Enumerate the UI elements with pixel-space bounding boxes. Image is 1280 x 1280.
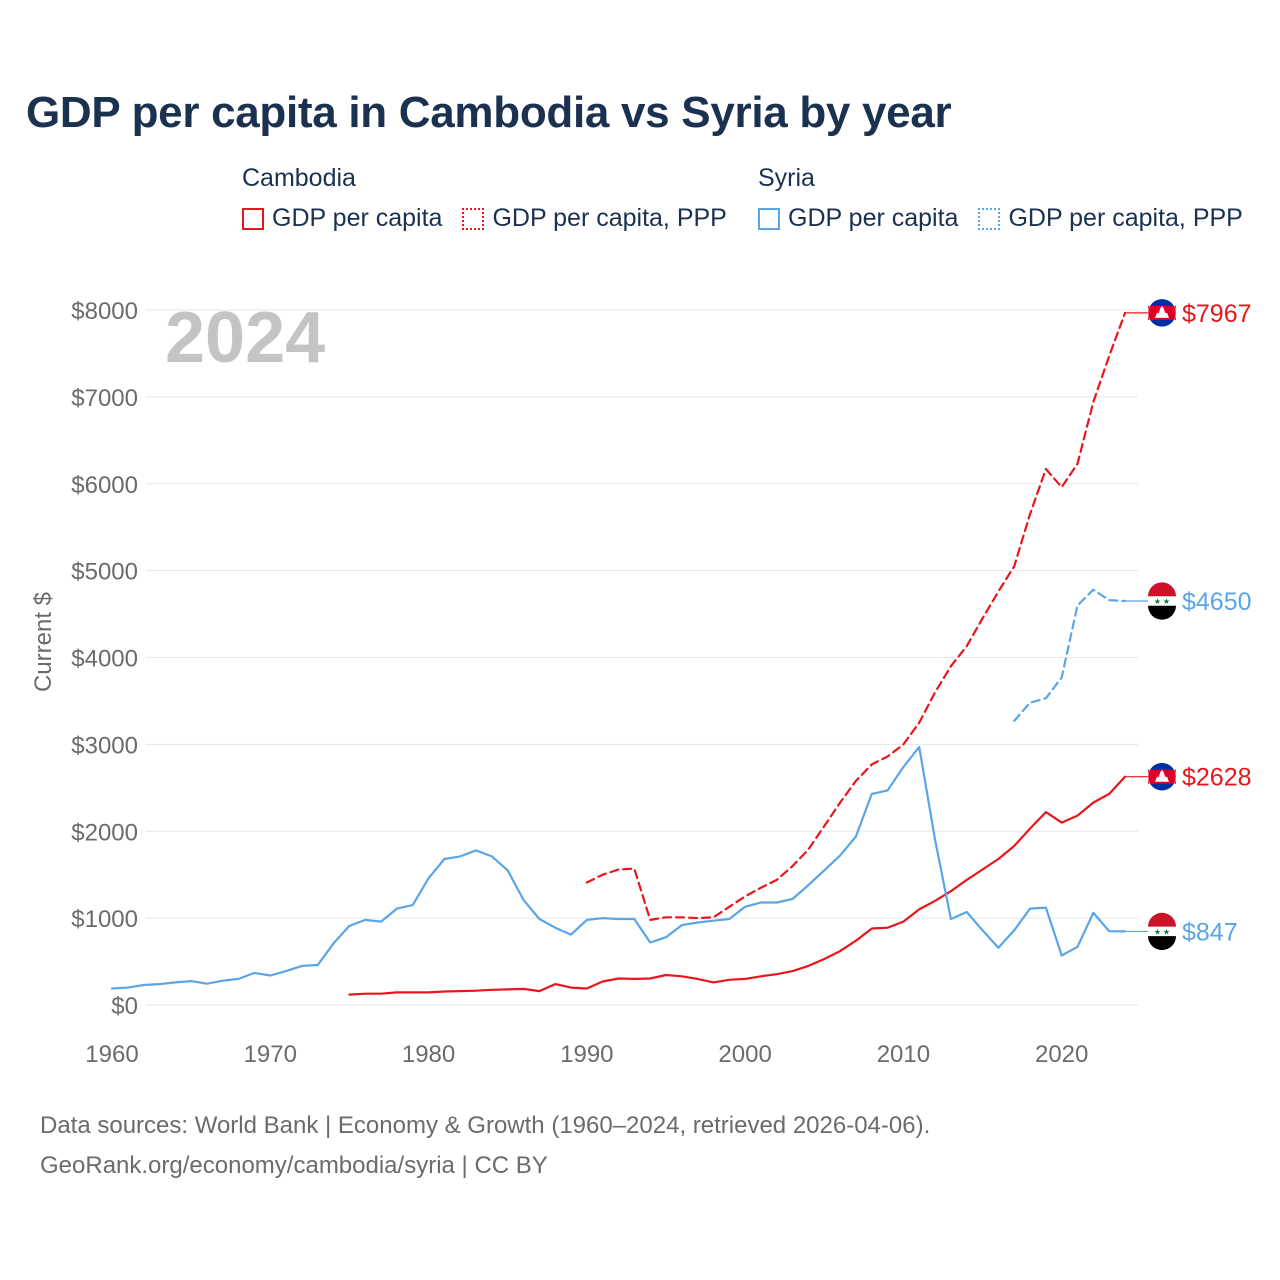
y-tick-label: $1000 [71,906,138,933]
y-tick-label: $7000 [71,385,138,412]
x-tick-label: 1960 [85,1041,138,1068]
series-line-cambodia-gdp-per-capita [348,775,1127,996]
series-line-syria-gdp-per-capita-ppp [1013,588,1127,723]
y-tick-label: $5000 [71,559,138,586]
year-watermark: 2024 [165,298,325,378]
y-tick-label: $4000 [71,646,138,673]
x-tick-label: 1970 [244,1041,297,1068]
legend-group-cambodia: Cambodia GDP per capita GDP per capita, … [242,162,747,233]
y-tick-label: $8000 [71,298,138,325]
svg-text:★: ★ [1154,927,1161,936]
legend-swatch-solid-icon [242,207,264,230]
legend-group-name: Cambodia [242,164,356,192]
legend-swatch-dotted-icon [978,207,1001,230]
footer-link[interactable]: GeoRank.org/economy/cambodia/syria | CC … [40,1152,548,1179]
y-tick-label: $6000 [71,472,138,499]
legend-group-name: Syria [758,164,815,192]
legend-item-syria-gdp-ppp[interactable]: GDP per capita, PPP [978,204,1243,233]
end-value-label: $847 [1182,918,1238,946]
legend-item-syria-gdp[interactable]: GDP per capita [758,204,958,233]
legend-item-cambodia-gdp[interactable]: GDP per capita [242,204,442,233]
legend-swatch-solid-icon [758,207,780,230]
x-tick-label: 1990 [560,1041,613,1068]
chart-title: GDP per capita in Cambodia vs Syria by y… [26,88,952,137]
end-value-label: $2628 [1182,764,1252,792]
series-line-cambodia-gdp-per-capita-ppp [585,311,1127,922]
cambodia-flag-icon [1147,762,1177,791]
legend-swatch-dotted-icon [462,207,485,230]
svg-text:★: ★ [1154,597,1161,606]
footer: Data sources: World Bank | Economy & Gro… [40,1106,930,1186]
svg-text:★: ★ [1163,597,1170,606]
syria-flag-icon: ★ ★ [1148,582,1176,620]
x-tick-label: 2010 [877,1041,930,1068]
x-tick-label: 1980 [402,1041,455,1068]
y-tick-label: $0 [111,993,138,1020]
legend-item-cambodia-gdp-ppp[interactable]: GDP per capita, PPP [462,204,727,233]
legend-label: GDP per capita [272,204,443,232]
cambodia-flag-icon [1147,298,1177,328]
y-tick-label: $3000 [71,732,138,759]
legend-label: GDP per capita, PPP [1008,204,1243,232]
syria-flag-icon: ★ ★ [1148,912,1176,951]
y-tick-label: $2000 [71,819,138,846]
y-axis-label: Current $ [30,592,57,692]
x-tick-label: 2000 [718,1041,771,1068]
svg-text:★: ★ [1163,927,1170,936]
legend-group-syria: Syria GDP per capita GDP per capita, PPP [758,162,1243,233]
x-tick-label: 2020 [1035,1041,1088,1068]
end-value-label: $4650 [1182,588,1252,616]
footer-source: Data sources: World Bank | Economy & Gro… [40,1112,931,1139]
series-line-syria-gdp-per-capita [110,745,1127,990]
legend-label: GDP per capita, PPP [492,204,727,232]
legend-label: GDP per capita [788,204,959,232]
end-value-label: $7967 [1182,300,1252,328]
